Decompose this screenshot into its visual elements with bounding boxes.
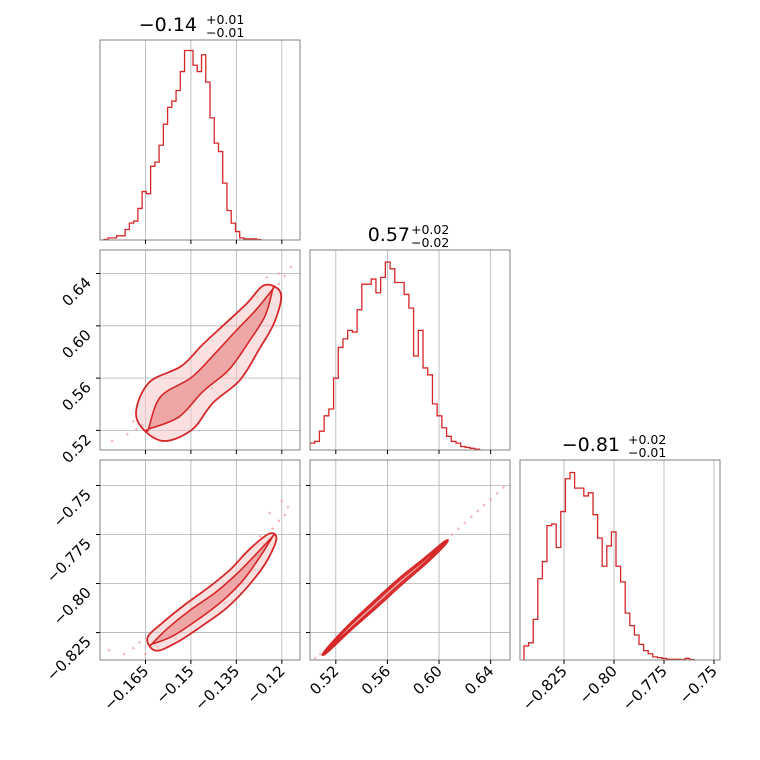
cross-21-point-2 bbox=[135, 427, 138, 431]
diag-3-xtick-label-0: −0.825 bbox=[519, 662, 571, 714]
cross-32-point-6 bbox=[457, 527, 460, 530]
cross-31-point-19 bbox=[259, 535, 262, 538]
cross-21-point-20 bbox=[289, 265, 293, 269]
cross-31-ytick-label-0: −0.825 bbox=[43, 633, 95, 685]
title-diag-3-sub: −0.01 bbox=[628, 445, 666, 460]
cross-21-point-0 bbox=[110, 439, 114, 443]
cross-21-point-22 bbox=[265, 276, 268, 279]
cross-21-point-1 bbox=[125, 433, 129, 436]
title-diag-2: 0.57 bbox=[368, 224, 410, 246]
cross-21-point-18 bbox=[277, 282, 281, 286]
diag-1-histogram-line bbox=[103, 49, 262, 240]
diag-3-xtick-label-2: −0.775 bbox=[619, 662, 671, 714]
cross-32-point-8 bbox=[469, 515, 473, 519]
cross-21-ytick-label-1: 0.56 bbox=[58, 378, 94, 414]
cross-21-ytick-label-3: 0.64 bbox=[58, 274, 94, 310]
cross-32-xtick-label-3: 0.64 bbox=[461, 662, 497, 698]
panel-diag-2 bbox=[309, 249, 511, 454]
title-diag-2-sup: +0.02 bbox=[411, 222, 449, 237]
title-diag-1-sub: −0.01 bbox=[206, 25, 244, 40]
cross-32-point-1 bbox=[319, 652, 322, 656]
cross-32-contour-inner bbox=[321, 539, 449, 656]
cross-31-point-2 bbox=[132, 646, 135, 650]
cross-31-point-3 bbox=[138, 641, 141, 644]
cross-31-xtick-label-0: −0.165 bbox=[100, 662, 152, 714]
cross-31-point-14 bbox=[277, 519, 281, 523]
cross-21-contour-inner bbox=[144, 285, 276, 433]
panel-cross-21: 0.52 0.56 0.60 0.64 bbox=[58, 249, 301, 467]
cross-31-contour-inner bbox=[148, 533, 276, 647]
title-diag-1: −0.14 bbox=[139, 14, 197, 36]
cross-21-ytick-label-2: 0.60 bbox=[58, 326, 94, 362]
cross-31-frame bbox=[99, 459, 301, 661]
cross-32-point-9 bbox=[476, 509, 480, 513]
cross-31-xtick-label-3: −0.12 bbox=[243, 662, 288, 707]
diag-3-xtick-label-3: −0.75 bbox=[676, 662, 721, 707]
panel-diag-1 bbox=[99, 39, 301, 244]
cross-32-point-12 bbox=[495, 492, 499, 495]
cross-32-point-11 bbox=[489, 497, 492, 501]
diag-1-frame bbox=[99, 39, 301, 241]
cross-31-point-0 bbox=[107, 648, 111, 652]
cross-21-point-21 bbox=[277, 272, 281, 275]
cross-32-point-5 bbox=[450, 533, 454, 536]
title-diag-1-sup: +0.01 bbox=[206, 12, 244, 27]
cross-32-point-13 bbox=[502, 486, 505, 489]
cross-31-point-18 bbox=[268, 511, 271, 515]
cross-31-point-4 bbox=[144, 652, 147, 656]
cross-32-point-10 bbox=[482, 503, 486, 507]
cross-31-point-13 bbox=[271, 527, 275, 530]
cross-21-frame bbox=[99, 249, 301, 451]
cross-31-xtick-label-2: −0.135 bbox=[191, 662, 243, 714]
diag-3-frame bbox=[519, 459, 721, 661]
diag-2-histogram-line bbox=[310, 261, 481, 450]
cross-31-ytick-label-1: −0.80 bbox=[50, 584, 95, 629]
cross-21-point-19 bbox=[283, 274, 287, 278]
panel-cross-31: −0.165 −0.15−0.135 −0.12−0.825−0.80−0.775−… bbox=[43, 459, 301, 714]
cross-31-point-17 bbox=[280, 499, 284, 503]
title-diag-3: −0.81 bbox=[562, 434, 620, 456]
cross-32-point-7 bbox=[463, 521, 467, 525]
cross-21-ytick-label-0: 0.52 bbox=[58, 430, 94, 466]
diag-3-histogram-line bbox=[523, 471, 695, 660]
cross-32-point-0 bbox=[313, 656, 317, 660]
panel-cross-32: 0.52 0.56 0.60 0.64 bbox=[306, 459, 511, 698]
title-diag-3-sup: +0.02 bbox=[628, 432, 666, 447]
cross-31-point-16 bbox=[286, 505, 290, 509]
cross-32-frame bbox=[309, 459, 511, 661]
diag-3-xtick-label-1: −0.80 bbox=[576, 662, 621, 707]
cross-32-xtick-label-1: 0.56 bbox=[358, 662, 394, 698]
cross-31-ytick-label-3: −0.75 bbox=[50, 486, 95, 531]
cross-32-xtick-label-0: 0.52 bbox=[306, 662, 342, 698]
panel-diag-3: −0.825 −0.80−0.775 −0.75 bbox=[519, 459, 721, 714]
title-diag-2-sub: −0.02 bbox=[411, 235, 449, 250]
cross-31-point-15 bbox=[283, 513, 287, 517]
cross-31-ytick-label-2: −0.775 bbox=[43, 535, 95, 587]
cross-21-point-4 bbox=[132, 419, 135, 423]
cross-31-point-1 bbox=[122, 652, 126, 656]
cross-32-xtick-label-2: 0.60 bbox=[410, 662, 446, 698]
diag-2-frame bbox=[309, 249, 511, 451]
